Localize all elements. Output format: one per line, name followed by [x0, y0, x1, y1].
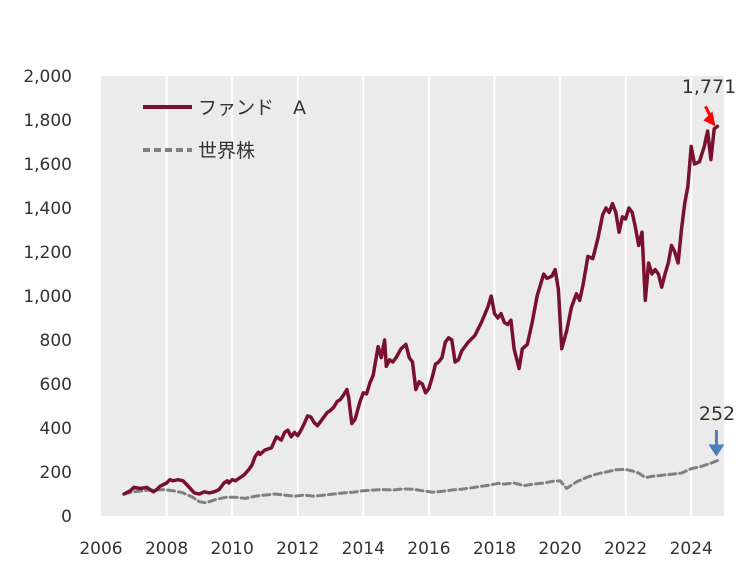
y-tick-label: 0	[61, 507, 72, 527]
grid-lines	[165, 76, 693, 516]
y-tick-label: 1,600	[23, 155, 72, 175]
series-group	[122, 124, 720, 505]
series-line-world-stocks	[122, 459, 719, 505]
x-tick-label: 2014	[342, 539, 385, 559]
y-tick-label: 1,000	[23, 287, 72, 307]
y-tick-label: 1,800	[23, 111, 72, 131]
y-tick-label: 200	[40, 463, 72, 483]
x-tick-label: 2010	[211, 539, 254, 559]
y-tick-label: 1,400	[23, 199, 72, 219]
y-tick-label: 800	[40, 331, 72, 351]
y-tick-label: 400	[40, 419, 72, 439]
x-tick-label: 2012	[276, 539, 319, 559]
x-tick-label: 2006	[79, 539, 122, 559]
legend: ファンド A 世界株	[143, 97, 306, 162]
series-line-fund-a	[122, 124, 720, 496]
legend-label-world-stocks: 世界株	[198, 140, 255, 162]
y-axis-ticks: 0 200 400 600 800 1,000 1,200 1,400 1,600 1,800 2,…	[23, 67, 72, 527]
end-arrow-fund-a-head	[703, 111, 716, 127]
y-tick-label: 1,200	[23, 243, 72, 263]
x-tick-label: 2008	[145, 539, 188, 559]
legend-label-fund-a: ファンド A	[198, 97, 306, 119]
x-tick-label: 2016	[407, 539, 450, 559]
end-label-world-stocks: 252	[699, 403, 735, 425]
end-label-fund-a: 1,771	[682, 76, 736, 98]
x-tick-label: 2022	[604, 539, 647, 559]
y-tick-label: 2,000	[23, 67, 72, 87]
plot-area	[101, 76, 724, 516]
y-tick-label: 600	[40, 375, 72, 395]
end-labels: 1,771 252	[682, 76, 736, 457]
x-tick-label: 2018	[473, 539, 516, 559]
x-tick-label: 2024	[670, 539, 713, 559]
end-arrow-world-stocks-head	[708, 444, 725, 457]
x-tick-label: 2020	[538, 539, 581, 559]
x-axis-ticks: 2006 2008 2010 2012 2014 2016 2018 2020 2022 2024	[79, 539, 712, 559]
